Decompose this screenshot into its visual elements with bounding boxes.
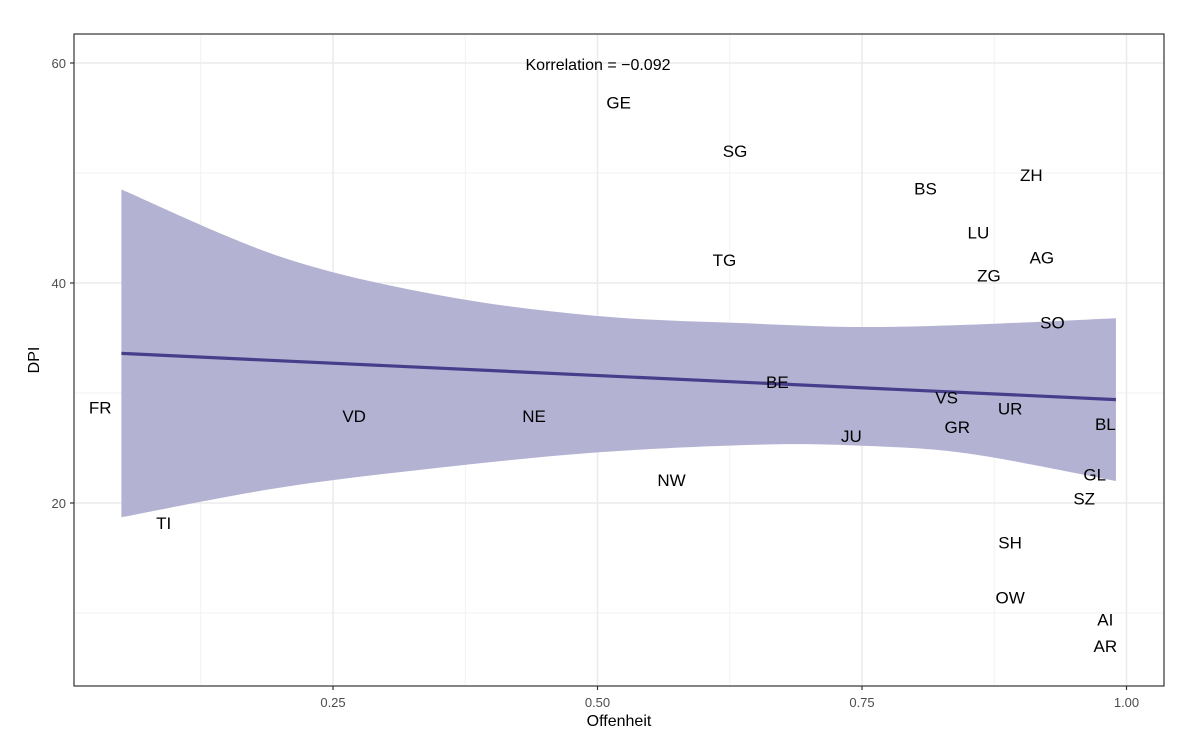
point-label-sg: SG [723, 142, 748, 161]
point-label-so: SO [1040, 314, 1065, 333]
point-label-sh: SH [998, 534, 1022, 553]
point-label-vd: VD [342, 407, 366, 426]
point-label-ow: OW [995, 589, 1024, 608]
point-label-ai: AI [1097, 611, 1113, 630]
point-label-ag: AG [1030, 249, 1055, 268]
y-tick-label: 40 [52, 276, 66, 291]
point-label-bl: BL [1095, 415, 1116, 434]
y-axis-title: DPI [26, 347, 43, 374]
point-label-fr: FR [89, 398, 112, 417]
point-label-bs: BS [914, 179, 937, 198]
point-label-vs: VS [935, 388, 958, 407]
point-label-lu: LU [968, 223, 990, 242]
y-tick-label: 20 [52, 496, 66, 511]
point-label-ju: JU [841, 427, 862, 446]
point-label-sz: SZ [1073, 490, 1095, 509]
regression-line [121, 351, 1116, 402]
confidence-band [121, 189, 1116, 518]
correlation-annotation: Korrelation = −0.092 [526, 57, 671, 74]
point-labels: GE SG ZH BS LU AG TG ZG SO BE VS FR UR VD NE BL GR JU GL NW… [89, 94, 1117, 656]
point-label-ur: UR [998, 399, 1023, 418]
point-label-ne: NE [522, 407, 546, 426]
point-label-nw: NW [657, 471, 685, 490]
x-axis-title: Offenheit [587, 713, 652, 730]
point-label-zg: ZG [977, 266, 1001, 285]
point-label-zh: ZH [1020, 166, 1043, 185]
y-tick-label: 60 [52, 56, 66, 71]
x-axis: 0.25 0.50 0.75 1.00 [320, 686, 1139, 710]
point-label-gl: GL [1083, 465, 1106, 484]
y-axis: 20 40 60 [52, 56, 74, 511]
point-label-ar: AR [1094, 637, 1118, 656]
point-label-gr: GR [944, 418, 970, 437]
point-label-ge: GE [606, 94, 631, 113]
panel-border [73, 33, 1165, 687]
x-tick-label: 0.75 [849, 695, 874, 710]
x-tick-label: 0.50 [585, 695, 610, 710]
point-label-be: BE [766, 373, 789, 392]
x-tick-label: 1.00 [1114, 695, 1139, 710]
x-tick-label: 0.25 [320, 695, 345, 710]
point-label-ti: TI [156, 514, 171, 533]
point-label-tg: TG [713, 251, 737, 270]
